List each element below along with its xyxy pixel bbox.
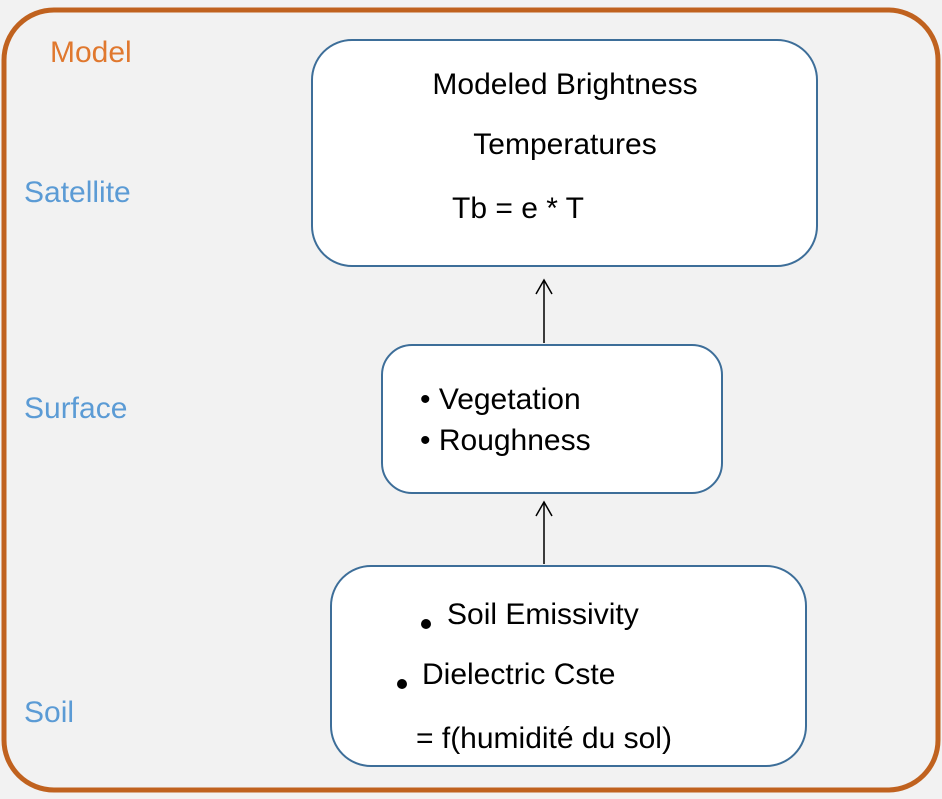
- frame-title: Model: [50, 36, 132, 69]
- node-box: [330, 565, 807, 767]
- node-text: Tb = e * T: [452, 192, 584, 225]
- node-text: • Vegetation: [420, 383, 581, 416]
- node-text: = f(humidité du sol): [416, 722, 672, 755]
- node-text: Soil Emissivity: [447, 598, 639, 631]
- node-text: Dielectric Cste: [422, 658, 615, 691]
- level-label: Surface: [24, 392, 127, 425]
- node-text: • Roughness: [420, 424, 591, 457]
- level-label: Soil: [24, 696, 74, 729]
- node-box: [311, 39, 818, 267]
- arrow: [535, 500, 553, 564]
- node-text: Modeled Brightness: [432, 68, 697, 101]
- bullet: [421, 619, 431, 629]
- arrow: [535, 278, 553, 343]
- node-text: Temperatures: [473, 128, 656, 161]
- level-label: Satellite: [24, 176, 131, 209]
- bullet: [397, 679, 407, 689]
- node-box: [381, 344, 723, 494]
